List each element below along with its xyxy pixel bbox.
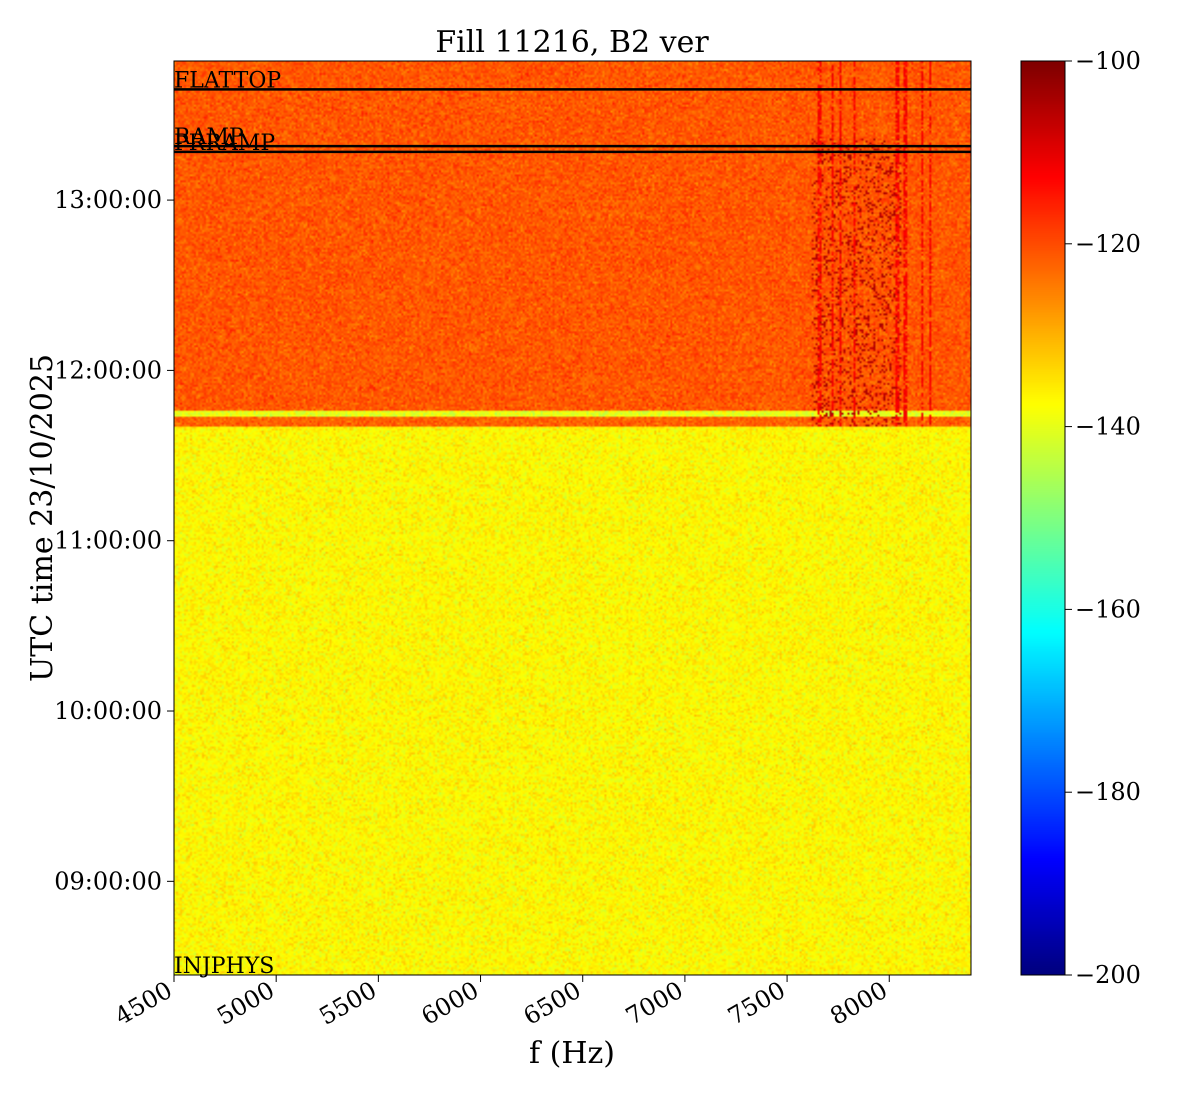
heatmap-image — [174, 61, 971, 975]
y-axis-label: UTC time 23/10/2025 — [25, 354, 60, 682]
y-tick-label: 09:00:00 — [54, 867, 162, 895]
x-tick-label: 5000 — [212, 976, 279, 1031]
colorbar: −100 −120 −140 −160 −180 −200 — [1020, 47, 1141, 989]
x-tick-label: 4500 — [110, 976, 177, 1031]
colorbar-tick-label: −160 — [1075, 595, 1141, 623]
x-tick-label: 8000 — [825, 976, 892, 1031]
event-label-flattop: FLATTOP — [174, 68, 281, 93]
plot-frame — [173, 60, 972, 976]
colorbar-tick-label: −200 — [1075, 961, 1141, 989]
x-axis: 4500 5000 5500 6000 6500 7000 7500 8000 — [110, 975, 892, 1031]
colorbar-ticks: −100 −120 −140 −160 −180 −200 — [1065, 47, 1141, 989]
event-label-ramp: RAMP — [174, 125, 244, 150]
colorbar-tick-label: −140 — [1075, 413, 1141, 441]
colorbar-tick-label: −120 — [1075, 230, 1141, 258]
y-tick-label: 13:00:00 — [54, 186, 162, 214]
colorbar-frame — [1020, 60, 1066, 976]
x-tick-label: 7500 — [723, 976, 790, 1031]
colorbar-gradient — [1021, 61, 1065, 975]
x-tick-label: 6500 — [519, 976, 586, 1031]
y-tick-label: 12:00:00 — [54, 356, 162, 384]
event-label-prramp: PRRAMP — [174, 131, 275, 156]
y-tick-label: 10:00:00 — [54, 697, 162, 725]
x-tick-label: 6000 — [417, 976, 484, 1031]
y-axis: 09:00:00 10:00:00 11:00:00 12:00:00 13:00:00 — [54, 186, 174, 895]
x-tick-label: 7000 — [621, 976, 688, 1031]
colorbar-tick-label: −100 — [1075, 47, 1141, 75]
y-tick-label: 11:00:00 — [54, 527, 162, 555]
plot-area — [174, 61, 971, 975]
colorbar-tick-label: −180 — [1075, 778, 1141, 806]
chart-title: Fill 11216, B2 ver — [435, 25, 709, 60]
x-tick-label: 5500 — [314, 976, 381, 1031]
x-axis-label: f (Hz) — [529, 1036, 615, 1071]
